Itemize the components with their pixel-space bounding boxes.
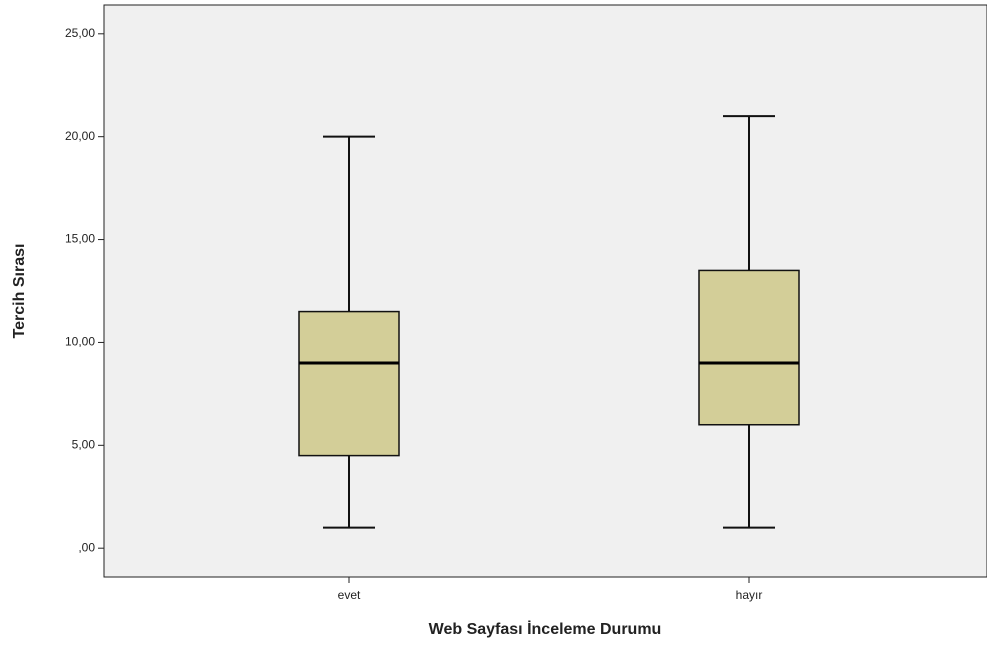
box bbox=[698, 269, 800, 426]
y-tick-label: 15,00 bbox=[65, 232, 95, 246]
y-tick-label: 20,00 bbox=[65, 129, 95, 143]
x-tick-label: evet bbox=[338, 588, 361, 602]
y-tick-label: ,00 bbox=[78, 540, 95, 554]
box bbox=[298, 310, 400, 457]
x-tick-label: hayır bbox=[736, 588, 763, 602]
x-axis-label: Web Sayfası İnceleme Durumu bbox=[429, 620, 662, 638]
y-tick-label: 25,00 bbox=[65, 26, 95, 40]
y-axis-label: Tercih Sırası bbox=[11, 244, 28, 339]
y-tick-label: 10,00 bbox=[65, 335, 95, 349]
plot-area bbox=[103, 4, 987, 578]
y-tick-label: 5,00 bbox=[72, 437, 96, 451]
